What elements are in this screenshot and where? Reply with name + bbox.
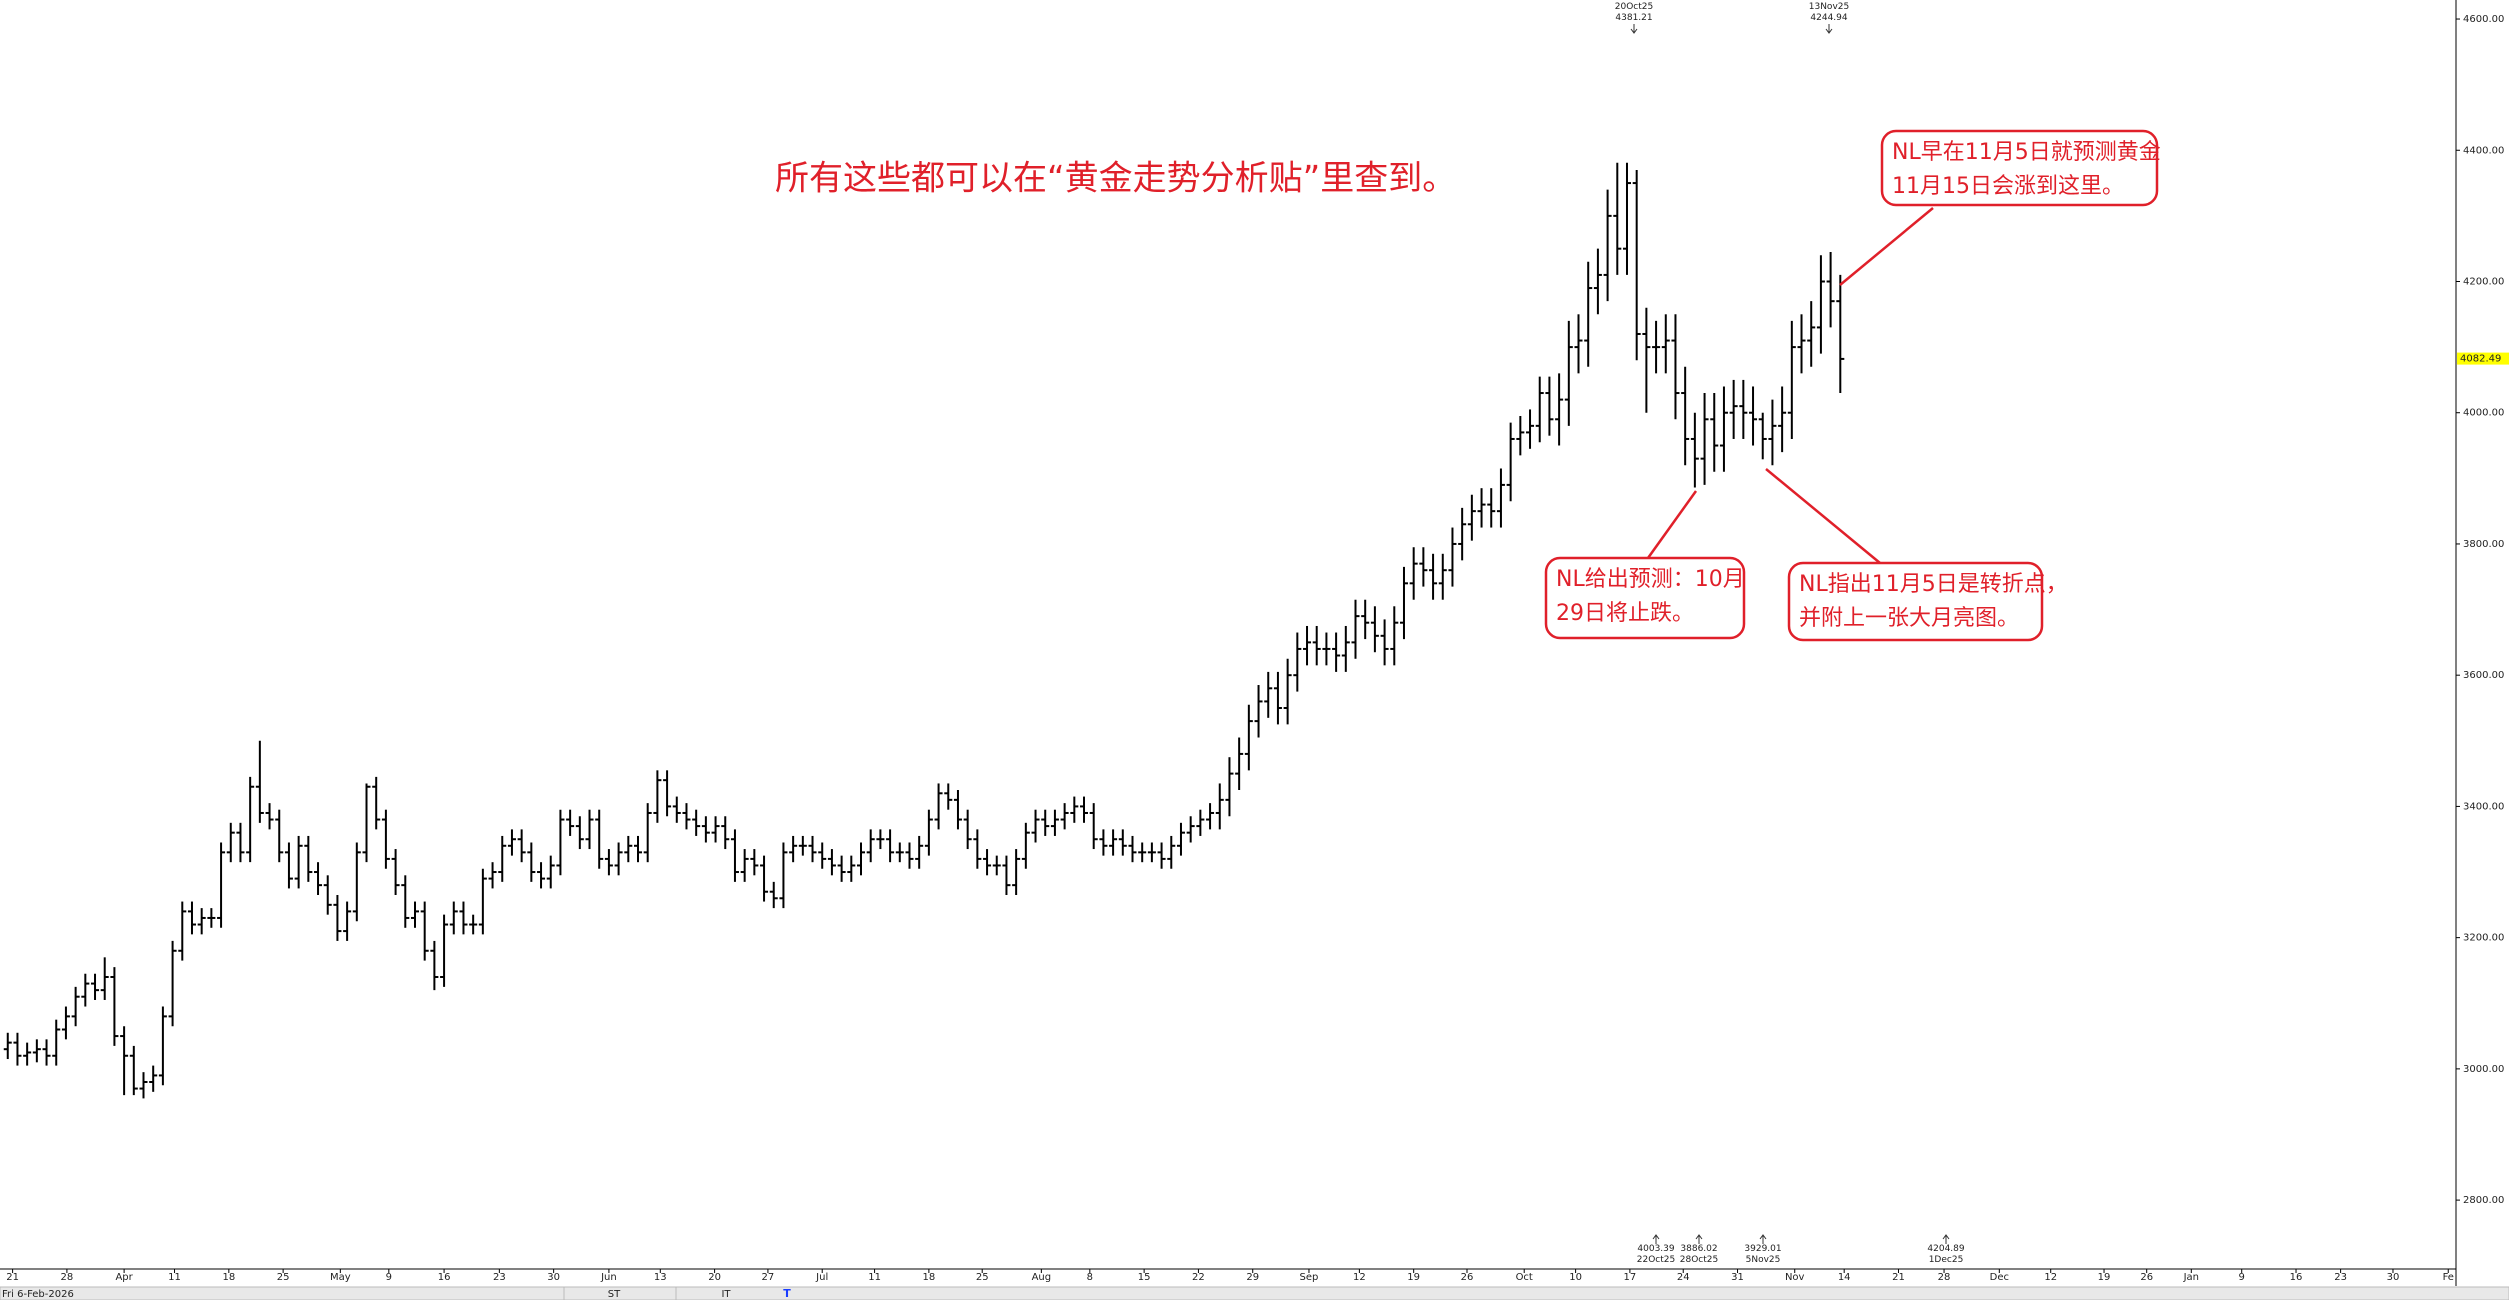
last-price-box — [2457, 352, 2509, 365]
x-tick-label: 18 — [222, 1272, 235, 1283]
x-tick-label: 20 — [708, 1272, 721, 1283]
callout-pointer — [1765, 468, 1881, 564]
callout-box — [1544, 556, 1746, 640]
x-tick-label: 28 — [61, 1272, 74, 1283]
x-tick-label: 11 — [168, 1272, 181, 1283]
callout-box — [1880, 129, 2159, 207]
marker-value: 4204.89 — [1927, 1244, 1964, 1254]
x-tick-label: Aug — [1032, 1272, 1052, 1283]
callout-text: 11月15日会涨到这里。 — [1892, 174, 2124, 199]
callout-text: NL给出预测：10月 — [1556, 567, 1745, 592]
y-tick-label: 3000.00 — [2463, 1064, 2504, 1075]
status-tab: ST — [608, 1289, 621, 1300]
y-tick-label: 4200.00 — [2463, 276, 2504, 287]
status-date: Fri 6-Feb-2026 — [2, 1289, 74, 1300]
x-tick-label: 31 — [1731, 1272, 1744, 1283]
x-tick-label: 22 — [1192, 1272, 1205, 1283]
x-tick-label: 13 — [654, 1272, 667, 1283]
x-tick-label: 9 — [386, 1272, 392, 1283]
marker-date: 20Oct25 — [1615, 2, 1653, 12]
x-tick-label: Jul — [815, 1272, 828, 1283]
x-tick-label: 15 — [1138, 1272, 1151, 1283]
x-tick-label: Jan — [2183, 1272, 2199, 1283]
x-tick-label: Dec — [1990, 1272, 2009, 1283]
x-tick-label: 10 — [1569, 1272, 1582, 1283]
marker-value: 3929.01 — [1744, 1244, 1781, 1254]
x-tick-label: Fe — [2443, 1272, 2454, 1283]
last-price-label: 4082.49 — [2460, 354, 2501, 365]
x-tick-label: 17 — [1624, 1272, 1637, 1283]
callout-box — [1787, 561, 2044, 642]
marker-arrow — [1630, 24, 1638, 34]
x-tick-label: Oct — [1516, 1272, 1533, 1283]
chart-title: 所有这些都可以在“黄金走势分析贴”里查到。 — [775, 159, 1456, 199]
x-tick-label: 14 — [1838, 1272, 1851, 1283]
x-tick-label: 25 — [976, 1272, 989, 1283]
marker-date: 1Dec25 — [1929, 1255, 1964, 1265]
callout-text: NL指出11月5日是转折点， — [1799, 572, 2068, 597]
marker-arrow — [1825, 24, 1833, 34]
x-tick-label: 21 — [6, 1272, 19, 1283]
y-tick-label: 4600.00 — [2463, 14, 2504, 25]
x-tick-label: 29 — [1246, 1272, 1259, 1283]
status-marker: T — [783, 1287, 791, 1300]
x-tick-label: 8 — [1087, 1272, 1093, 1283]
x-tick-label: 23 — [2334, 1272, 2347, 1283]
marker-value: 4244.94 — [1810, 13, 1847, 23]
marker-date: 28Oct25 — [1680, 1255, 1718, 1265]
marker-arrow — [1942, 1234, 1950, 1244]
callout-pointer — [1839, 207, 1934, 286]
callout-pointer — [1646, 490, 1698, 559]
x-tick-label: 23 — [493, 1272, 506, 1283]
x-tick-label: 19 — [1407, 1272, 1420, 1283]
x-tick-label: Nov — [1785, 1272, 1805, 1283]
marker-arrow — [1652, 1234, 1660, 1244]
marker-date: 13Nov25 — [1809, 2, 1849, 12]
x-tick-label: 26 — [2140, 1272, 2153, 1283]
y-tick-label: 4400.00 — [2463, 145, 2504, 156]
marker-arrow — [1695, 1234, 1703, 1244]
x-tick-label: 12 — [2044, 1272, 2057, 1283]
callout-text: 29日将止跌。 — [1556, 601, 1694, 626]
y-tick-label: 4000.00 — [2463, 408, 2504, 419]
x-tick-label: 19 — [2098, 1272, 2111, 1283]
y-tick-label: 3800.00 — [2463, 539, 2504, 550]
y-tick-label: 3200.00 — [2463, 933, 2504, 944]
y-tick-label: 3400.00 — [2463, 801, 2504, 812]
marker-value: 3886.02 — [1680, 1244, 1717, 1254]
x-tick-label: Jun — [600, 1272, 617, 1283]
x-tick-label: 11 — [868, 1272, 881, 1283]
x-tick-label: 30 — [547, 1272, 560, 1283]
x-tick-label: 24 — [1677, 1272, 1690, 1283]
marker-date: 22Oct25 — [1637, 1255, 1675, 1265]
x-tick-label: 25 — [277, 1272, 290, 1283]
marker-value: 4003.39 — [1637, 1244, 1674, 1254]
x-tick-label: 18 — [923, 1272, 936, 1283]
y-tick-label: 3600.00 — [2463, 670, 2504, 681]
x-tick-label: 27 — [762, 1272, 775, 1283]
x-tick-label: 28 — [1938, 1272, 1951, 1283]
x-tick-label: Sep — [1300, 1272, 1319, 1283]
callout-text: NL早在11月5日就预测黄金 — [1892, 140, 2161, 165]
status-bar — [0, 1286, 2509, 1300]
x-tick-label: 30 — [2387, 1272, 2400, 1283]
x-tick-label: 26 — [1461, 1272, 1474, 1283]
callout-text: 并附上一张大月亮图。 — [1799, 606, 2019, 631]
x-tick-label: 16 — [2290, 1272, 2303, 1283]
y-tick-label: 2800.00 — [2463, 1195, 2504, 1206]
x-tick-label: 9 — [2239, 1272, 2245, 1283]
x-tick-label: May — [330, 1272, 351, 1283]
status-tab: IT — [721, 1289, 731, 1300]
plot-area — [3, 162, 1845, 1099]
x-tick-label: 12 — [1353, 1272, 1366, 1283]
marker-date: 5Nov25 — [1746, 1255, 1781, 1265]
x-tick-label: Apr — [115, 1272, 133, 1283]
marker-value: 4381.21 — [1615, 13, 1652, 23]
x-tick-label: 16 — [438, 1272, 451, 1283]
x-tick-label: 21 — [1892, 1272, 1905, 1283]
marker-arrow — [1759, 1234, 1767, 1244]
